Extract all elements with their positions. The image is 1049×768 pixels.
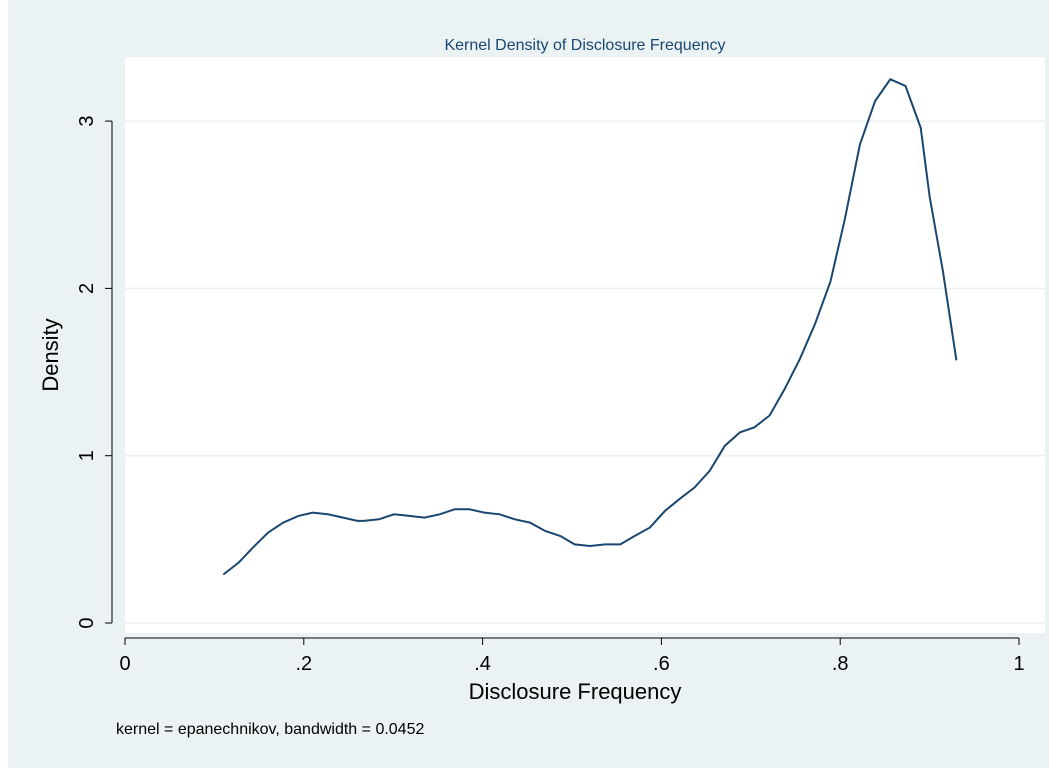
x-tick-label-3: .6 — [653, 653, 670, 675]
y-tick-label-3: 3 — [76, 116, 98, 127]
y-tick-label-2: 2 — [76, 283, 98, 294]
x-axis-label: Disclosure Frequency — [469, 679, 682, 704]
kernel-density-chart: 0 1 2 3 0 .2 .4 .6 .8 1 Kernel Density of Disclos… — [38, 37, 1045, 738]
x-tick-label-4: .8 — [832, 653, 849, 675]
y-tick-label-1: 1 — [76, 450, 98, 461]
x-tick-label-5: 1 — [1013, 653, 1024, 675]
x-tick-label-0: 0 — [119, 653, 130, 675]
x-tick-label-1: .2 — [295, 653, 312, 675]
kernel-note: kernel = epanechnikov, bandwidth = 0.045… — [116, 721, 424, 738]
chart-frame: 0 1 2 3 0 .2 .4 .6 .8 1 Kernel Density of Disclos… — [8, 0, 1049, 768]
x-tick-label-2: .4 — [474, 653, 491, 675]
axes: 0 1 2 3 0 .2 .4 .6 .8 1 — [76, 116, 1025, 675]
y-axis-label: Density — [38, 318, 63, 391]
y-tick-label-0: 0 — [76, 617, 98, 628]
density-curve — [222, 78, 958, 576]
grid-lines — [125, 120, 1045, 624]
plot-area — [125, 57, 1045, 633]
chart-title: Kernel Density of Disclosure Frequency — [444, 37, 725, 54]
